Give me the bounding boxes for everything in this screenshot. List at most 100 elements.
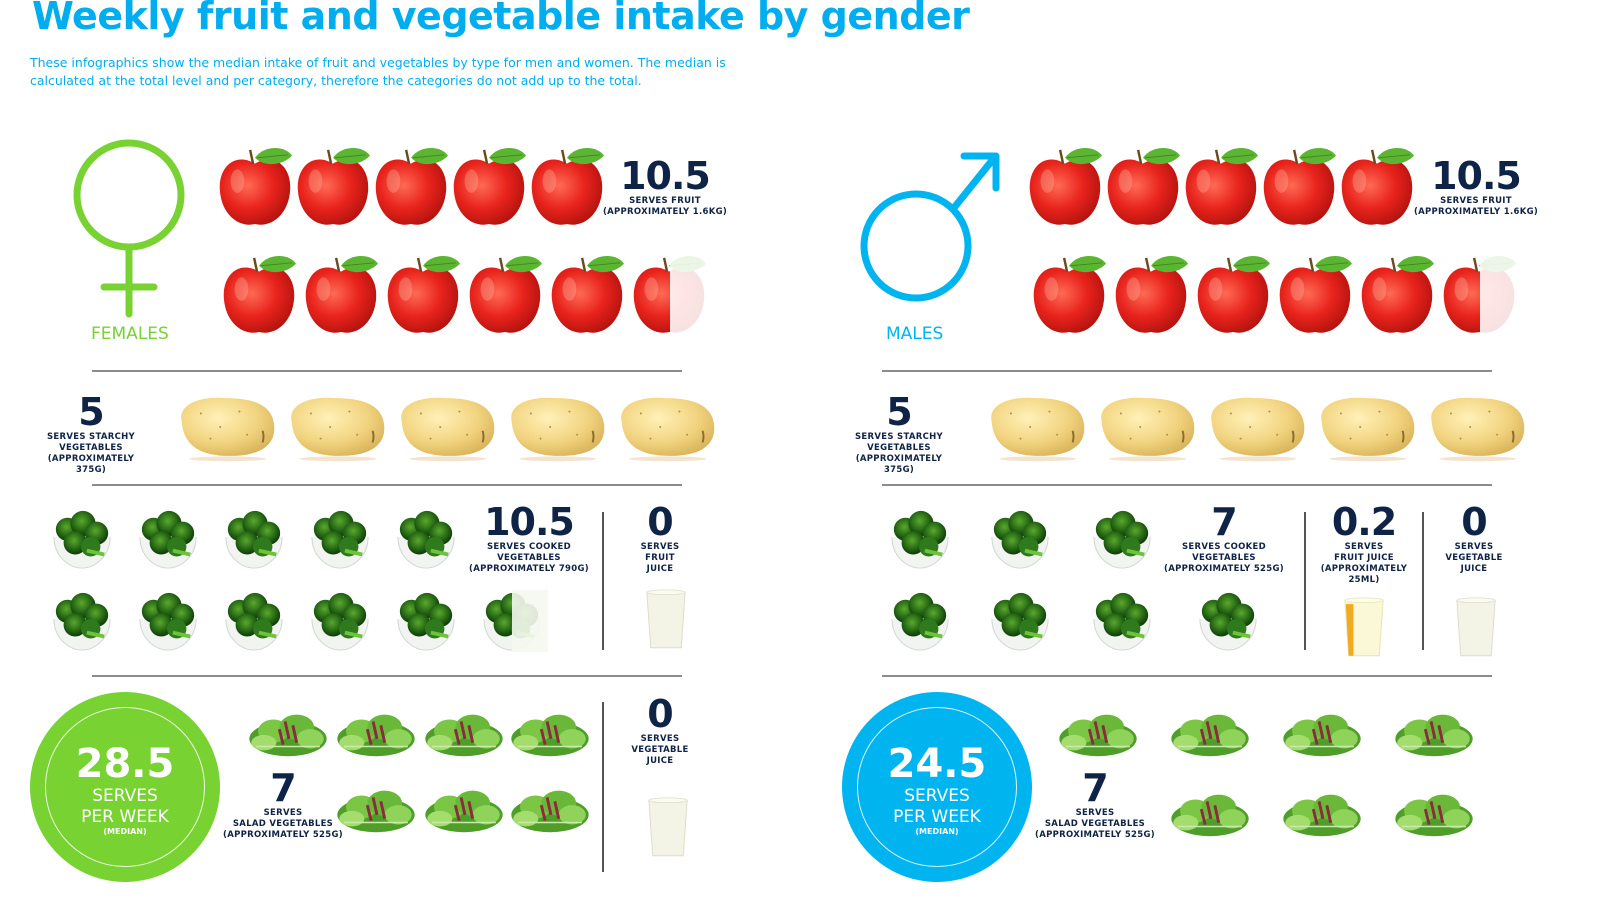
apple-icon (1276, 250, 1354, 338)
salad-stat: 7 SERVES SALAD VEGETABLES (APPROXIMATELY… (222, 768, 344, 841)
veg-juice-stat: 0 SERVES VEGETABLE JUICE (1434, 502, 1514, 575)
fruit-value: 10.5 (1431, 154, 1522, 198)
males-panel: MALES 10.5 SERVES FRUIT (APPROXIMATELY 1… (840, 130, 1570, 900)
potato-icon (282, 392, 388, 462)
apple-icon (220, 250, 298, 338)
starchy-caption: SERVES STARCHY VEGETABLES (APPROXIMATELY… (46, 432, 136, 475)
salad-icon (508, 780, 592, 838)
potato-icon (982, 392, 1088, 462)
broccoli-icon (134, 508, 202, 570)
cooked-stat: 10.5 SERVES COOKED VEGETABLES (APPROXIMA… (466, 502, 592, 575)
separator-line (1304, 512, 1306, 650)
apple-icon (548, 250, 626, 338)
apple-icon (302, 250, 380, 338)
females-label: FEMALES (91, 324, 169, 344)
broccoli-icon (392, 508, 460, 570)
fruit-caption: SERVES FRUIT (APPROXIMATELY 1.6KG) (1413, 196, 1539, 217)
divider (882, 484, 1492, 486)
broccoli-icon (986, 508, 1054, 570)
fruit-juice-value: 0.2 (1331, 500, 1397, 544)
fruit-stat: 10.5 SERVES FRUIT (APPROXIMATELY 1.6KG) (1406, 156, 1546, 218)
divider (92, 370, 682, 372)
divider (882, 675, 1492, 677)
salad-icon (422, 704, 506, 762)
male-symbol-icon (860, 152, 1000, 302)
apple-icon (450, 142, 528, 230)
potato-icon (612, 392, 718, 462)
divider (882, 370, 1492, 372)
broccoli-icon (392, 590, 460, 652)
cooked-value: 7 (1211, 500, 1237, 544)
cooked-value: 10.5 (484, 500, 575, 544)
starchy-stat: 5 SERVES STARCHY VEGETABLES (APPROXIMATE… (840, 392, 958, 476)
salad-icon (422, 780, 506, 838)
starchy-caption: SERVES STARCHY VEGETABLES (APPROXIMATELY… (854, 432, 944, 475)
salad-icon (1280, 784, 1364, 842)
half-broccoli-icon (478, 590, 548, 652)
apple-icon (1104, 142, 1182, 230)
separator-line (1422, 512, 1424, 650)
page-subtitle: These infographics show the median intak… (30, 55, 726, 88)
empty-glass-icon (1454, 596, 1498, 660)
salad-value: 7 (270, 766, 296, 810)
fruit-value: 10.5 (620, 154, 711, 198)
salad-icon (1168, 704, 1252, 762)
salad-icon (246, 704, 330, 762)
broccoli-icon (220, 590, 288, 652)
empty-glass-icon (644, 588, 688, 652)
half-apple-icon (1440, 250, 1520, 338)
fruit-caption: SERVES FRUIT (APPROXIMATELY 1.6KG) (602, 196, 728, 217)
juice-glass-icon (1342, 596, 1386, 660)
empty-glass-icon (646, 796, 690, 860)
divider (92, 675, 682, 677)
starchy-stat: 5 SERVES STARCHY VEGETABLES (APPROXIMATE… (32, 392, 150, 476)
potato-icon (502, 392, 608, 462)
salad-value: 7 (1082, 766, 1108, 810)
apple-icon (1026, 142, 1104, 230)
circle-ring (857, 707, 1017, 867)
veg-juice-caption: SERVES VEGETABLE JUICE (1445, 542, 1503, 574)
fruit-juice-caption: SERVES FRUIT JUICE (640, 542, 680, 574)
potato-icon (1422, 392, 1528, 462)
starchy-value: 5 (78, 390, 104, 434)
apple-icon (384, 250, 462, 338)
broccoli-icon (48, 590, 116, 652)
male-total-circle: 24.5 SERVES PER WEEK (MEDIAN) (842, 692, 1032, 882)
apple-icon (1260, 142, 1338, 230)
veg-juice-caption: SERVES VEGETABLE JUICE (631, 734, 689, 766)
broccoli-icon (48, 508, 116, 570)
cooked-stat: 7 SERVES COOKED VEGETABLES (APPROXIMATEL… (1162, 502, 1286, 575)
broccoli-icon (1194, 590, 1262, 652)
veg-juice-value: 0 (1461, 500, 1487, 544)
salad-caption: SERVES SALAD VEGETABLES (APPROXIMATELY 5… (1035, 808, 1155, 840)
potato-icon (1092, 392, 1198, 462)
veg-juice-stat: 0 SERVES VEGETABLE JUICE (620, 694, 700, 767)
broccoli-icon (134, 590, 202, 652)
broccoli-icon (1088, 590, 1156, 652)
apple-icon (372, 142, 450, 230)
veg-juice-value: 0 (647, 692, 673, 736)
apple-icon (1358, 250, 1436, 338)
cooked-caption: SERVES COOKED VEGETABLES (APPROXIMATELY … (469, 542, 589, 574)
fruit-juice-stat: 0.2 SERVES FRUIT JUICE (APPROXIMATELY 25… (1316, 502, 1412, 586)
potato-icon (1202, 392, 1308, 462)
females-panel: FEMALES 10.5 SERVES FRUIT (APPROXIMATELY… (30, 130, 760, 900)
males-label: MALES (886, 324, 944, 344)
apple-icon (1182, 142, 1260, 230)
salad-stat: 7 SERVES SALAD VEGETABLES (APPROXIMATELY… (1034, 768, 1156, 841)
page-title: Weekly fruit and vegetable intake by gen… (32, 0, 970, 38)
female-total-circle: 28.5 SERVES PER WEEK (MEDIAN) (30, 692, 220, 882)
potato-icon (1312, 392, 1418, 462)
broccoli-icon (220, 508, 288, 570)
broccoli-icon (886, 590, 954, 652)
divider (92, 484, 682, 486)
apple-icon (294, 142, 372, 230)
broccoli-icon (1088, 508, 1156, 570)
broccoli-icon (986, 590, 1054, 652)
apple-icon (1338, 142, 1416, 230)
fruit-juice-stat: 0 SERVES FRUIT JUICE (620, 502, 700, 575)
potato-icon (172, 392, 278, 462)
salad-icon (334, 780, 418, 838)
apple-icon (1194, 250, 1272, 338)
female-symbol-icon (73, 139, 185, 318)
